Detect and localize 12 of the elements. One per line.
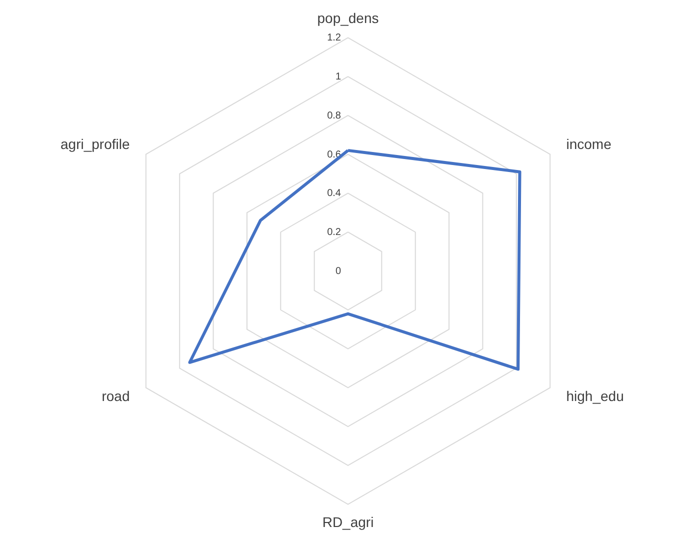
y-tick-label: 1.2: [327, 32, 342, 44]
spoke-label: agri_profile: [60, 136, 130, 152]
y-tick-label: 0: [335, 266, 342, 277]
spoke-label: income: [566, 136, 612, 152]
y-tick-label: 1: [335, 72, 342, 83]
spoke-label: high_edu: [566, 388, 624, 404]
spoke-label: road: [102, 388, 130, 404]
y-tick-label: 0.4: [327, 188, 342, 200]
spoke-label: pop_dens: [317, 10, 379, 26]
y-tick-label: 0.2: [327, 227, 342, 238]
y-tick-label: 0.8: [327, 110, 342, 122]
spoke-label: RD_agri: [322, 514, 374, 530]
